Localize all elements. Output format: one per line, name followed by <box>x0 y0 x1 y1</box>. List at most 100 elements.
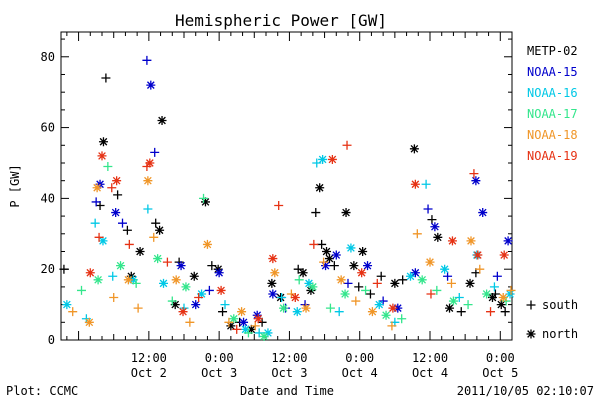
data-point-north <box>189 271 199 281</box>
data-point-south <box>131 278 141 288</box>
legend-entry: NOAA-17 <box>527 107 578 121</box>
data-point-north <box>440 264 450 274</box>
data-point-north <box>157 116 167 126</box>
data-point-north <box>84 317 94 327</box>
data-point-north <box>340 289 350 299</box>
data-point-south <box>224 317 234 327</box>
data-point-south <box>122 225 132 235</box>
data-point-north <box>503 236 513 246</box>
x-tick-label-date: Oct 5 <box>482 366 518 380</box>
marker-legend: south north <box>526 298 578 341</box>
data-point-south <box>101 73 111 83</box>
plot-frame <box>60 31 513 341</box>
x-tick-label-date: Oct 4 <box>342 366 378 380</box>
data-point-north <box>85 268 95 278</box>
data-point-south <box>325 303 335 313</box>
data-point-south <box>107 183 117 193</box>
data-point-south <box>412 229 422 239</box>
series-noaa-15 <box>91 55 513 327</box>
data-point-south <box>469 169 479 179</box>
data-point-south <box>489 282 499 292</box>
data-point-north <box>487 293 497 303</box>
data-point-north <box>176 261 186 271</box>
footer-credit: Plot: CCMC <box>6 384 78 398</box>
data-point-south <box>207 261 217 271</box>
south-marker-icon <box>526 300 536 310</box>
data-point-south <box>311 208 321 218</box>
data-point-south <box>398 275 408 285</box>
legend-entry: NOAA-16 <box>527 86 578 100</box>
x-tick-label-time: 0:00 <box>345 351 374 365</box>
data-point-north <box>306 285 316 295</box>
x-axis-label: Date and Time <box>240 384 334 398</box>
legend-entry: METP-02 <box>527 44 578 58</box>
data-point-north <box>98 137 108 147</box>
data-point-north <box>466 236 476 246</box>
data-point-north <box>465 278 475 288</box>
data-point-south <box>342 140 352 150</box>
data-point-south <box>506 285 516 295</box>
data-point-south <box>397 314 407 324</box>
data-point-north <box>226 321 236 331</box>
data-point-north <box>367 307 377 317</box>
data-point-north <box>239 317 249 327</box>
data-point-north <box>381 310 391 320</box>
data-point-north <box>505 289 515 299</box>
data-point-north <box>252 310 262 320</box>
data-point-south <box>293 264 303 274</box>
data-point-south <box>149 232 159 242</box>
data-point-south <box>250 321 260 331</box>
data-point-north <box>98 236 108 246</box>
data-point-south <box>294 275 304 285</box>
data-point-south <box>463 300 473 310</box>
data-point-south <box>490 289 500 299</box>
data-point-north <box>409 144 419 154</box>
data-point-south <box>443 271 453 281</box>
data-point-north <box>341 208 351 218</box>
x-tick-label-date: Oct 2 <box>131 366 167 380</box>
data-point-south <box>361 285 371 295</box>
data-point-north <box>346 243 356 253</box>
data-point-north <box>358 246 368 256</box>
data-point-north <box>473 250 483 260</box>
data-point-north <box>388 303 398 313</box>
data-point-north <box>315 183 325 193</box>
data-point-south <box>91 197 101 207</box>
data-point-south <box>372 278 382 288</box>
data-point-north <box>92 183 102 193</box>
data-point-south <box>113 190 123 200</box>
data-point-north <box>155 225 165 235</box>
data-point-south <box>274 200 284 210</box>
data-point-south <box>351 296 361 306</box>
data-point-south <box>150 147 160 157</box>
data-point-north <box>159 278 168 288</box>
data-point-north <box>135 246 145 256</box>
series-noaa-16 <box>62 154 515 338</box>
data-point-north <box>298 268 308 278</box>
data-point-south <box>90 218 100 228</box>
data-point-north <box>447 236 457 246</box>
y-tick-label: 0 <box>48 333 55 347</box>
data-point-south <box>486 307 496 317</box>
data-point-south <box>243 328 253 338</box>
data-point-north <box>112 176 122 186</box>
data-point-north <box>62 300 72 310</box>
data-point-north <box>331 250 341 260</box>
footer-timestamp: 2011/10/05 02:10:07 <box>457 384 594 398</box>
y-tick-label: 20 <box>41 262 55 276</box>
data-point-south <box>109 293 119 303</box>
data-point-north <box>241 324 250 334</box>
x-tick-label-time: 12:00 <box>131 351 167 365</box>
data-point-north <box>181 282 191 292</box>
data-point-south <box>456 307 466 317</box>
data-point-south <box>427 215 437 225</box>
data-point-north <box>153 254 163 264</box>
data-point-north <box>279 303 289 313</box>
data-point-north <box>93 275 103 285</box>
data-point-south <box>492 271 502 281</box>
data-point-north <box>308 282 318 292</box>
data-point-north <box>145 158 155 168</box>
data-point-north <box>268 254 278 264</box>
data-point-south <box>185 317 195 327</box>
